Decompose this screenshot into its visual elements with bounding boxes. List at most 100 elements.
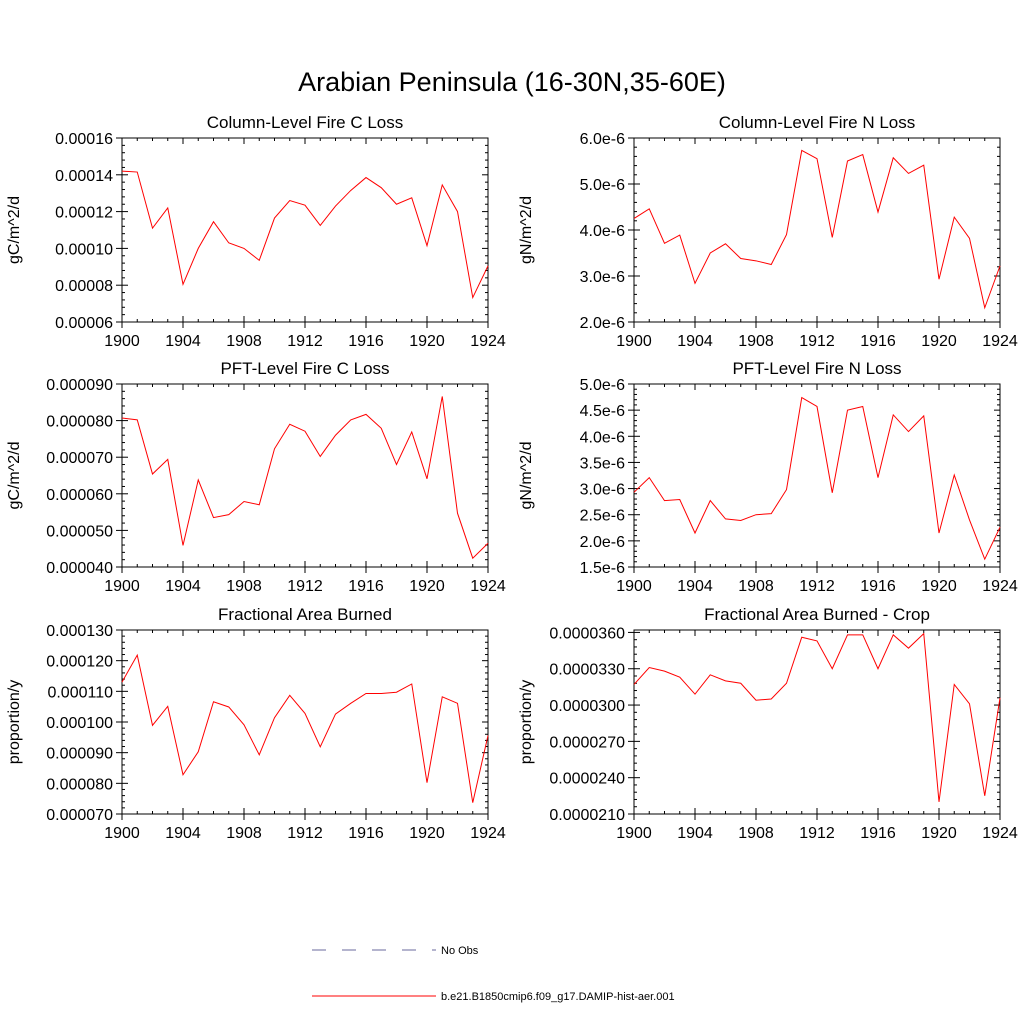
x-tick-label: 1908 xyxy=(226,825,262,842)
x-tick-label: 1912 xyxy=(287,333,323,350)
x-tick-label: 1920 xyxy=(921,578,957,595)
x-tick-label: 1916 xyxy=(348,825,384,842)
y-axis-label: gN/m^2/d xyxy=(518,442,535,510)
x-tick-label: 1904 xyxy=(677,825,713,842)
y-tick-label: 2.0e-6 xyxy=(580,534,625,551)
y-tick-label: 0.00006 xyxy=(55,315,113,332)
x-tick-label: 1900 xyxy=(616,578,652,595)
y-tick-label: 0.00010 xyxy=(55,241,113,258)
x-tick-label: 1904 xyxy=(165,578,201,595)
y-axis-label: gC/m^2/d xyxy=(6,442,23,510)
y-tick-label: 0.000050 xyxy=(46,523,113,540)
y-tick-label: 2.5e-6 xyxy=(580,508,625,525)
y-tick-label: 0.00014 xyxy=(55,168,113,185)
panel-title: Column-Level Fire N Loss xyxy=(719,113,916,132)
x-tick-label: 1912 xyxy=(799,333,835,350)
x-tick-label: 1920 xyxy=(409,825,445,842)
y-axis-label: proportion/y xyxy=(518,680,535,765)
y-tick-label: 4.0e-6 xyxy=(580,429,625,446)
y-tick-label: 0.000080 xyxy=(46,776,113,793)
y-tick-label: 0.000090 xyxy=(46,746,113,763)
y-tick-label: 0.000060 xyxy=(46,487,113,504)
x-tick-label: 1908 xyxy=(738,578,774,595)
y-tick-label: 0.000070 xyxy=(46,450,113,467)
x-tick-label: 1916 xyxy=(860,825,896,842)
y-tick-label: 0.00012 xyxy=(55,205,113,222)
chart-panel-6: 1900 1904 1908 1912 1916 1920 1924 0.0000210 0.0… xyxy=(518,605,1018,842)
x-tick-label: 1924 xyxy=(470,578,506,595)
chart-panel-2: 1900 1904 1908 1912 1916 1920 1924 2.0e-6 3.0e-6… xyxy=(518,113,1018,350)
panel-title: Fractional Area Burned xyxy=(218,605,392,624)
x-tick-label: 1908 xyxy=(738,825,774,842)
y-tick-label: 0.000130 xyxy=(46,623,113,640)
series-line-1 xyxy=(633,632,1001,802)
x-tick-label: 1912 xyxy=(287,578,323,595)
y-tick-label: 3.0e-6 xyxy=(580,482,625,499)
chart-panel-1: 1900 1904 1908 1912 1916 1920 1924 0.00006 0.000… xyxy=(6,113,506,350)
series-line-1 xyxy=(633,149,1001,310)
legend-label-no-obs: No Obs xyxy=(441,945,479,957)
x-tick-label: 1904 xyxy=(677,578,713,595)
plot-frame xyxy=(121,629,489,815)
x-tick-label: 1916 xyxy=(348,333,384,350)
legend-label-model-run: b.e21.B1850cmip6.f09_g17.DAMIP-hist-aer.… xyxy=(441,991,675,1003)
panel-title: Fractional Area Burned - Crop xyxy=(704,605,930,624)
y-tick-label: 0.000110 xyxy=(47,684,113,701)
y-tick-label: 0.0000300 xyxy=(549,698,625,715)
x-tick-label: 1920 xyxy=(921,333,957,350)
legend: No Obs b.e21.B1850cmip6.f09_g17.DAMIP-hi… xyxy=(312,945,675,1003)
plot-frame xyxy=(121,137,489,323)
panels: 1900 1904 1908 1912 1916 1920 1924 0.00006 0.000… xyxy=(6,113,1018,842)
plot-frame xyxy=(633,629,1001,815)
x-tick-label: 1912 xyxy=(287,825,323,842)
y-tick-label: 4.5e-6 xyxy=(580,403,625,420)
x-tick-label: 1916 xyxy=(860,578,896,595)
plot-frame xyxy=(633,383,1001,568)
y-tick-label: 4.0e-6 xyxy=(580,223,625,240)
y-axis-label: gC/m^2/d xyxy=(6,196,23,264)
x-tick-label: 1924 xyxy=(982,333,1018,350)
y-tick-label: 0.0000330 xyxy=(549,662,625,679)
x-tick-label: 1916 xyxy=(860,333,896,350)
x-tick-label: 1916 xyxy=(348,578,384,595)
y-tick-label: 0.0000240 xyxy=(549,771,625,788)
y-tick-label: 1.5e-6 xyxy=(580,560,625,577)
chart-panel-3: 1900 1904 1908 1912 1916 1920 1924 0.000040 0.00… xyxy=(6,359,506,595)
x-tick-label: 1900 xyxy=(616,333,652,350)
figure-title: Arabian Peninsula (16-30N,35-60E) xyxy=(298,67,726,97)
x-tick-label: 1904 xyxy=(677,333,713,350)
y-tick-label: 0.0000360 xyxy=(549,625,625,642)
y-tick-label: 0.000070 xyxy=(46,807,113,824)
y-tick-label: 3.0e-6 xyxy=(580,269,625,286)
plot-frame xyxy=(633,137,1001,323)
series-line-1 xyxy=(121,396,489,560)
y-tick-label: 0.000100 xyxy=(46,715,113,732)
y-axis-label: gN/m^2/d xyxy=(518,196,535,264)
x-tick-label: 1900 xyxy=(104,825,140,842)
panel-title: PFT-Level Fire C Loss xyxy=(220,359,389,378)
panel-title: Column-Level Fire C Loss xyxy=(207,113,404,132)
y-tick-label: 0.0000210 xyxy=(549,807,625,824)
y-tick-label: 0.000120 xyxy=(46,654,113,671)
x-tick-label: 1908 xyxy=(226,578,262,595)
x-tick-label: 1924 xyxy=(982,578,1018,595)
y-tick-label: 3.5e-6 xyxy=(580,455,625,472)
x-tick-label: 1912 xyxy=(799,578,835,595)
y-tick-label: 0.00016 xyxy=(55,131,113,148)
x-tick-label: 1924 xyxy=(470,825,506,842)
y-tick-label: 0.0000270 xyxy=(549,734,625,751)
y-tick-label: 6.0e-6 xyxy=(580,131,625,148)
x-tick-label: 1900 xyxy=(616,825,652,842)
y-axis-label: proportion/y xyxy=(6,680,23,765)
series-line-1 xyxy=(121,653,489,803)
chart-panel-5: 1900 1904 1908 1912 1916 1920 1924 0.000070 0.00… xyxy=(6,605,506,842)
x-tick-label: 1924 xyxy=(470,333,506,350)
series-line-1 xyxy=(121,170,489,300)
x-tick-label: 1904 xyxy=(165,333,201,350)
panel-title: PFT-Level Fire N Loss xyxy=(732,359,901,378)
x-tick-label: 1924 xyxy=(982,825,1018,842)
x-tick-label: 1908 xyxy=(738,333,774,350)
y-tick-label: 0.000080 xyxy=(46,414,113,431)
y-tick-label: 0.000090 xyxy=(46,377,113,394)
